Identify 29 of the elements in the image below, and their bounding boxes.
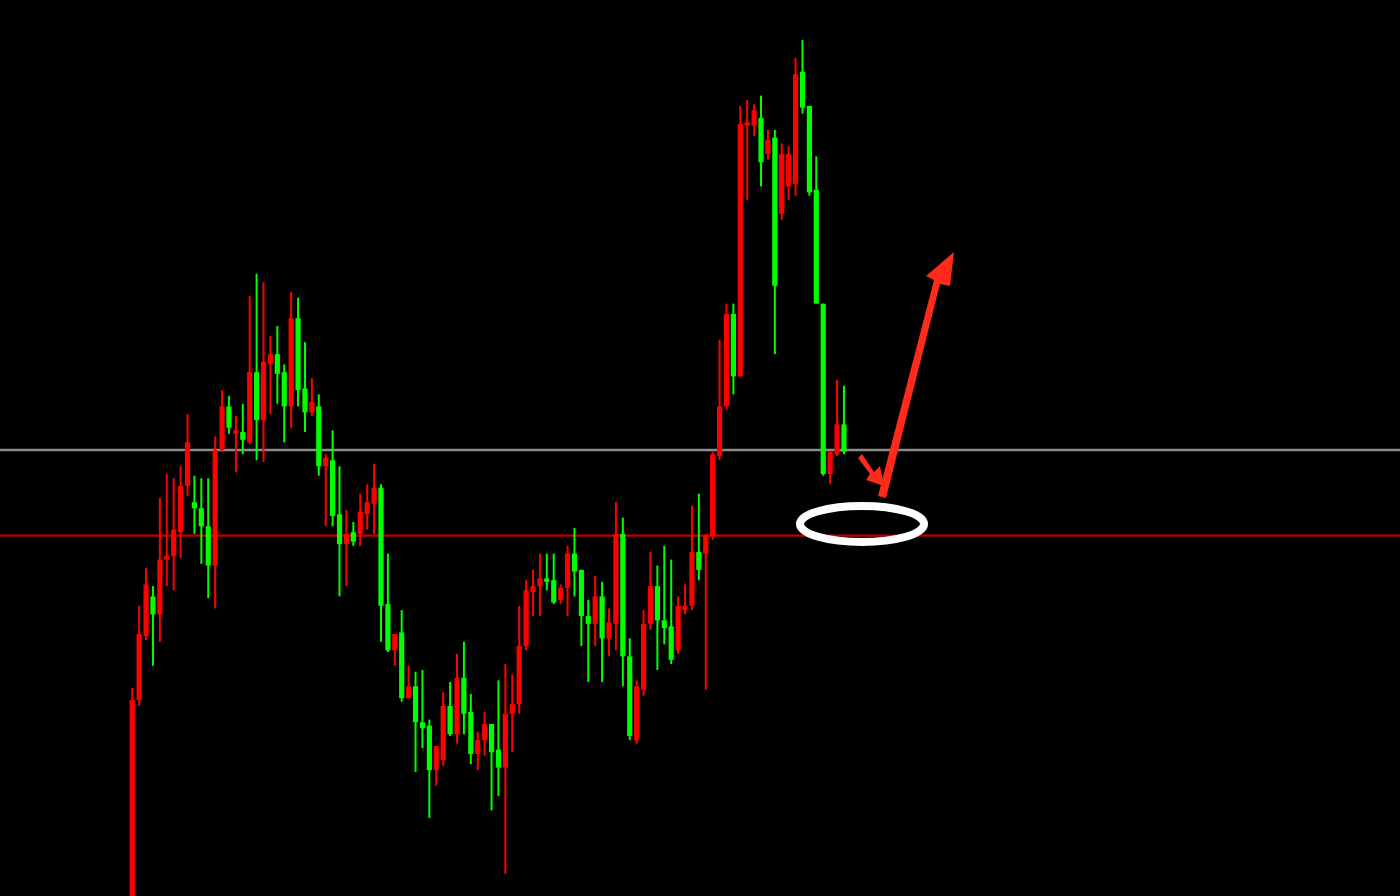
candlestick (537, 552, 543, 618)
candlestick (841, 384, 847, 456)
candlestick (392, 633, 398, 667)
candlestick (412, 670, 419, 773)
candlestick (599, 580, 605, 683)
candlestick (758, 94, 764, 188)
candlestick (226, 395, 232, 435)
candlestick (668, 558, 674, 666)
candlestick (447, 681, 453, 737)
candlestick (254, 272, 260, 462)
candlestick (357, 492, 363, 547)
candlestick (592, 574, 598, 648)
candlestick (343, 508, 350, 588)
candlestick (765, 128, 771, 161)
candlestick (426, 718, 432, 820)
candlestick (205, 477, 211, 600)
candlestick (564, 544, 571, 618)
candlestick (371, 462, 377, 535)
candlestick (309, 377, 315, 417)
candlestick (751, 103, 757, 137)
candlestick (475, 730, 481, 772)
candlestick (233, 414, 239, 474)
candlestick (551, 552, 557, 606)
candlestick (240, 402, 246, 456)
candlestick (171, 477, 177, 592)
candlestick (696, 492, 702, 582)
candlestick (150, 585, 156, 667)
candlestick (350, 520, 356, 547)
candlestick (406, 664, 412, 700)
